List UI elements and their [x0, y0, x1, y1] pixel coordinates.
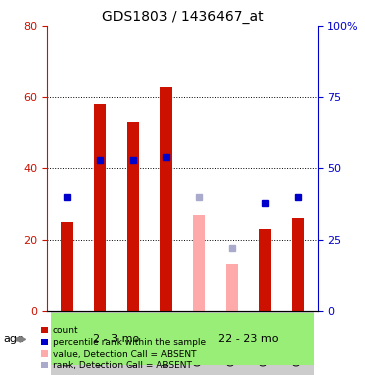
Bar [259, 229, 270, 310]
Bar [117, 310, 150, 375]
Legend: count, percentile rank within the sample, value, Detection Call = ABSENT, rank, : count, percentile rank within the sample… [41, 326, 206, 370]
FancyBboxPatch shape [51, 314, 182, 364]
Bar [61, 222, 73, 310]
Bar [84, 310, 117, 375]
Bar [95, 105, 106, 310]
Title: GDS1803 / 1436467_at: GDS1803 / 1436467_at [102, 10, 263, 24]
Bar [160, 87, 172, 310]
FancyBboxPatch shape [182, 314, 314, 364]
Text: 2 - 3 mo: 2 - 3 mo [93, 334, 140, 344]
Bar [193, 214, 205, 310]
Text: 22 - 23 mo: 22 - 23 mo [218, 334, 278, 344]
Text: age: age [4, 334, 24, 344]
Bar [248, 310, 281, 375]
Bar [226, 264, 238, 310]
Bar [51, 310, 84, 375]
Bar [292, 218, 304, 310]
Bar [150, 310, 182, 375]
Bar [215, 310, 248, 375]
Bar [182, 310, 215, 375]
Bar [281, 310, 314, 375]
Bar [127, 122, 139, 310]
